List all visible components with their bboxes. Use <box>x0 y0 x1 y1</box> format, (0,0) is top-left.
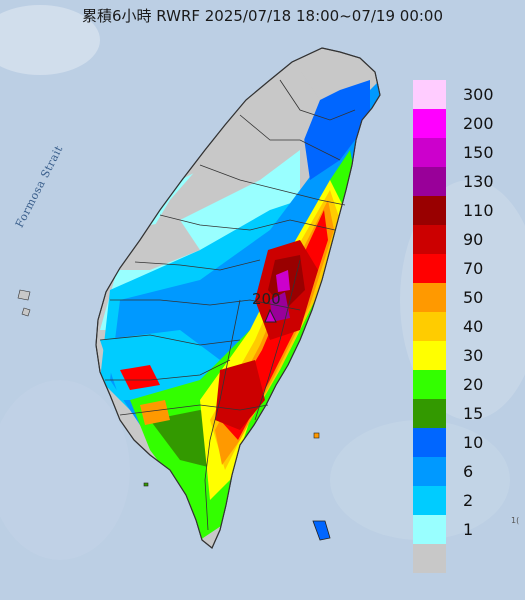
rain-130mm <box>270 292 290 322</box>
legend-swatch <box>413 486 446 515</box>
rain-70mm <box>120 365 160 390</box>
legend-swatch <box>413 312 446 341</box>
lanyu-island <box>312 520 331 541</box>
rainfall-field <box>100 70 380 540</box>
legend-swatch <box>413 225 446 254</box>
rain-none <box>140 70 320 250</box>
legend-swatch <box>413 196 446 225</box>
legend-label: 130 <box>463 172 494 191</box>
rain-50mm <box>140 400 170 425</box>
max-value-label: 200 <box>252 290 281 308</box>
legend-label: 2 <box>463 491 474 510</box>
legend-swatch <box>413 428 446 457</box>
rain-150mm <box>276 270 290 292</box>
legend-swatch <box>413 370 446 399</box>
coastline <box>95 47 381 549</box>
legend-label: 40 <box>463 317 484 336</box>
legend-label: 70 <box>463 259 484 278</box>
legend-swatch <box>413 457 446 486</box>
liuqiu-island <box>143 482 149 487</box>
legend-label: 10 <box>463 433 484 452</box>
legend-label: 150 <box>463 143 494 162</box>
legend-label: 300 <box>463 85 494 104</box>
legend-label: 110 <box>463 201 494 220</box>
rain-90mm <box>215 360 265 430</box>
legend-label: 200 <box>463 114 494 133</box>
legend-swatch <box>413 167 446 196</box>
penghu-island <box>17 289 31 301</box>
legend-swatch <box>413 399 446 428</box>
legend-label: 15 <box>463 404 484 423</box>
legend-swatch <box>413 138 446 167</box>
cloud-area <box>0 380 130 560</box>
legend-swatch <box>413 515 446 544</box>
legend-swatch <box>413 109 446 138</box>
county-boundaries <box>99 79 356 531</box>
legend-swatch <box>413 341 446 370</box>
map-title: 累積6小時 RWRF 2025/07/18 18:00~07/19 00:00 <box>81 7 444 25</box>
green-island <box>313 432 320 439</box>
cloud-area <box>0 5 100 75</box>
legend-label: 30 <box>463 346 484 365</box>
legend-label: 90 <box>463 230 484 249</box>
legend-swatch <box>413 80 446 109</box>
legend-label: 20 <box>463 375 484 394</box>
penghu-island <box>21 307 31 317</box>
legend-swatch <box>413 254 446 283</box>
legend-swatch <box>413 283 446 312</box>
corner-text: 1( <box>511 516 520 525</box>
legend-label: 50 <box>463 288 484 307</box>
legend-swatch <box>413 544 446 573</box>
legend-label: 1 <box>463 520 474 539</box>
max-rain-marker <box>264 308 277 323</box>
legend-label: 6 <box>463 462 474 481</box>
